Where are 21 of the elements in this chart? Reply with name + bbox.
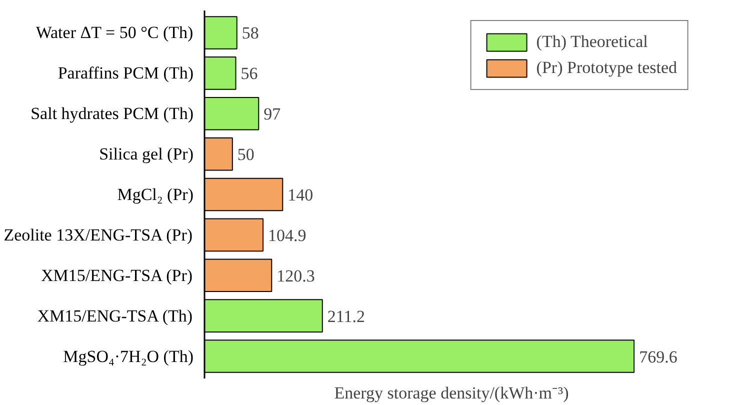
- y-tick-label: Salt hydrates PCM (Th): [30, 104, 194, 124]
- y-tick-label: MgSO₄·7H₂O (Th): [63, 346, 194, 366]
- legend-label: (Th) Theoretical: [536, 32, 648, 52]
- y-tick-label: XM15/ENG-TSA (Th): [37, 306, 193, 326]
- x-axis-title: Energy storage density/(kWh·m⁻³): [334, 384, 569, 402]
- data-label: 120.3: [276, 266, 315, 286]
- legend-label: (Pr) Prototype tested: [536, 58, 677, 78]
- data-label: 56: [240, 64, 258, 84]
- data-label: 97: [264, 104, 282, 124]
- y-tick-label: Paraffins PCM (Th): [58, 64, 194, 83]
- y-tick-label: Water ΔT = 50 °C (Th): [36, 23, 194, 42]
- data-label: 211.2: [327, 306, 366, 326]
- data-label: 769.6: [639, 347, 678, 366]
- y-tick-label: XM15/ENG-TSA (Pr): [40, 266, 193, 285]
- data-label: 58: [242, 24, 259, 43]
- data-label: 140: [288, 186, 314, 204]
- y-tick-label: Zeolite 13X/ENG-TSA (Pr): [4, 225, 193, 244]
- y-tick-label: MgCl₂ (Pr): [117, 185, 194, 204]
- y-tick-label: Silica gel (Pr): [99, 144, 194, 164]
- data-label: 50: [237, 145, 254, 164]
- data-label: 104.9: [268, 226, 306, 245]
